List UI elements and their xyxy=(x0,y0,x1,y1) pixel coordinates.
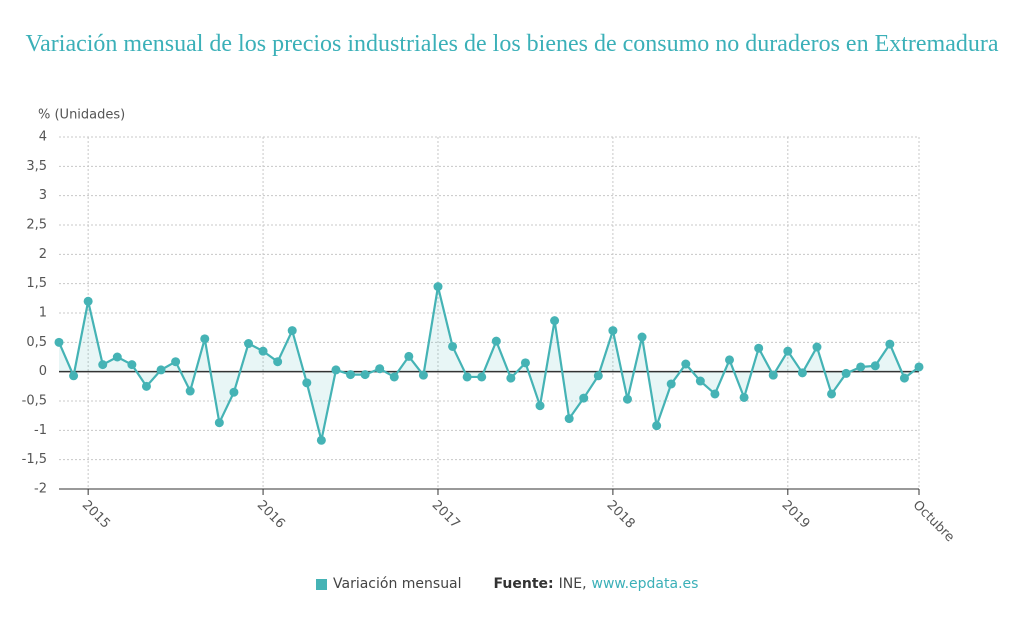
y-tick-label: -0,5 xyxy=(22,394,47,409)
source-name: INE, xyxy=(558,576,587,592)
source-link[interactable]: www.epdata.es xyxy=(591,576,699,592)
point xyxy=(593,371,603,381)
y-tick-label: 2 xyxy=(39,247,47,262)
y-tick-label: -1 xyxy=(34,423,47,438)
point xyxy=(535,401,545,411)
y-tick-label: 3 xyxy=(39,188,47,203)
point xyxy=(564,414,574,424)
point xyxy=(287,326,297,336)
point xyxy=(725,355,735,365)
point xyxy=(520,358,530,368)
point xyxy=(681,359,691,369)
point xyxy=(506,373,516,383)
point xyxy=(827,389,837,399)
y-tick-label: -2 xyxy=(34,482,47,497)
point xyxy=(360,370,370,380)
point xyxy=(870,361,880,371)
x-tick-label: 2017 xyxy=(429,498,463,532)
point xyxy=(914,362,924,372)
point xyxy=(433,282,443,292)
point xyxy=(127,360,137,370)
point xyxy=(243,339,253,349)
point xyxy=(550,316,560,326)
x-tick-label: Octubre xyxy=(910,498,957,545)
legend: Variación mensual Fuente: INE, www.epdat… xyxy=(316,576,698,592)
point xyxy=(200,334,210,344)
point xyxy=(375,364,385,374)
y-tick-label: 1 xyxy=(39,306,47,321)
legend-swatch xyxy=(316,578,327,590)
point xyxy=(622,394,632,404)
x-tick-label: 2019 xyxy=(779,498,813,532)
point xyxy=(637,332,647,342)
point xyxy=(141,381,151,391)
point xyxy=(404,351,414,361)
point xyxy=(98,360,108,370)
area xyxy=(59,286,919,441)
point xyxy=(448,341,458,351)
x-tick-label: 2015 xyxy=(79,498,113,532)
y-tick-label: 2,5 xyxy=(26,218,47,233)
point xyxy=(885,339,895,349)
point xyxy=(156,365,166,375)
point xyxy=(812,342,822,352)
y-axis-label: % (Unidades) xyxy=(38,108,125,123)
chart-title: Variación mensual de los precios industr… xyxy=(25,31,999,57)
point xyxy=(579,393,589,403)
point xyxy=(302,378,312,388)
point xyxy=(185,386,195,396)
point xyxy=(695,376,705,386)
point xyxy=(710,389,720,399)
point xyxy=(316,435,326,445)
point xyxy=(666,379,676,389)
y-tick-label: -1,5 xyxy=(22,452,47,467)
point xyxy=(477,372,487,382)
point xyxy=(54,337,64,347)
point xyxy=(768,370,778,380)
source-label: Fuente: xyxy=(493,576,554,592)
point xyxy=(258,346,268,356)
y-tick-label: 4 xyxy=(39,130,47,145)
point xyxy=(229,387,239,397)
y-tick-label: 0,5 xyxy=(26,335,47,350)
point xyxy=(83,296,93,306)
point xyxy=(331,365,341,375)
series-line xyxy=(57,286,920,441)
y-tick-label: 0 xyxy=(39,364,47,379)
x-tick-label: 2016 xyxy=(254,498,288,532)
point xyxy=(462,372,472,382)
point xyxy=(754,343,764,353)
point xyxy=(652,421,662,431)
point xyxy=(899,373,909,383)
point xyxy=(418,370,428,380)
point xyxy=(491,336,501,346)
point xyxy=(783,346,793,356)
y-tick-label: 1,5 xyxy=(26,276,47,291)
point xyxy=(69,371,79,381)
point xyxy=(346,370,356,380)
point xyxy=(389,372,399,382)
point xyxy=(841,368,851,378)
point xyxy=(608,326,618,336)
legend-label: Variación mensual xyxy=(333,576,462,592)
y-tick-label: 3,5 xyxy=(26,159,47,174)
point xyxy=(171,357,181,367)
x-tick-label: 2018 xyxy=(604,498,638,532)
point xyxy=(112,352,122,362)
point xyxy=(739,392,749,402)
point xyxy=(273,357,283,367)
point xyxy=(797,368,807,378)
point xyxy=(214,418,224,428)
point xyxy=(856,362,866,372)
